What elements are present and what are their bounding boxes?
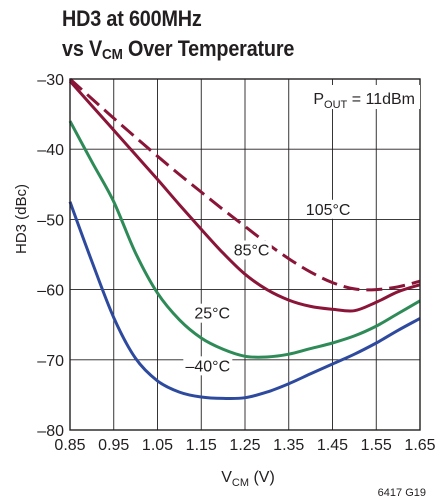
title-suffix: Over Temperature <box>122 36 295 61</box>
label-minus40c-background <box>183 356 233 376</box>
y-tick-label: –60 <box>37 283 64 300</box>
x-tick-label: 1.45 <box>317 437 348 454</box>
figure-id: 6417 G19 <box>378 487 426 499</box>
x-tick-label: 1.15 <box>186 437 217 454</box>
title-vcm-subscript: CM <box>102 46 123 63</box>
y-tick-label: –70 <box>37 353 64 370</box>
x-label-suffix: (V) <box>249 469 275 486</box>
x-label-prefix: V <box>221 469 232 486</box>
label-minus40c: –40°C <box>185 358 230 375</box>
y-tick-label: –40 <box>37 142 64 159</box>
y-tick-label: –50 <box>37 212 64 229</box>
pout-annotation-background <box>298 85 420 109</box>
x-tick-label: 1.35 <box>273 437 304 454</box>
y-tick-label: –30 <box>37 72 64 89</box>
x-axis-label: VCM (V) <box>221 469 275 489</box>
title-vcm-prefix: vs V <box>62 36 103 61</box>
chart-title-line-2: vs VCM Over Temperature <box>62 34 294 64</box>
label-25c-background <box>191 303 233 323</box>
x-tick-label: 1.25 <box>229 437 260 454</box>
pout-suffix: = 11dBm <box>347 91 415 108</box>
label-105c-background <box>303 199 353 219</box>
plot-frame <box>69 78 421 431</box>
series-lines <box>68 77 421 401</box>
pout-subscript: OUT <box>324 99 348 111</box>
x-tick-label: 0.95 <box>98 437 129 454</box>
series-labels: 105°C 85°C 25°C –40°C <box>183 199 353 376</box>
x-tick-label: 0.85 <box>54 437 85 454</box>
series-25c-line <box>68 120 421 359</box>
series-minus40c-line <box>68 201 421 401</box>
chart-title-line-1: HD3 at 600MHz <box>62 6 202 31</box>
label-85c-background <box>231 240 272 260</box>
x-tick-label: 1.55 <box>361 437 392 454</box>
series-105c-line <box>68 77 421 292</box>
y-axis-label: HD3 (dBc) <box>13 184 30 254</box>
chart-title: HD3 at 600MHz vs VCM Over Temperature <box>62 4 294 64</box>
series-85c-line <box>68 80 421 313</box>
x-tick-label: 1.65 <box>404 437 435 454</box>
label-85c: 85°C <box>234 243 270 260</box>
pout-prefix: P <box>313 91 324 108</box>
label-25c: 25°C <box>194 306 230 323</box>
label-105c: 105°C <box>306 202 351 219</box>
x-tick-label: 1.05 <box>142 437 173 454</box>
pout-annotation: POUT = 11dBm <box>298 85 420 111</box>
x-label-subscript: CM <box>232 477 249 489</box>
y-tick-labels: –80 –70 –60 –50 –40 –30 <box>37 72 64 440</box>
y-tick-label: –80 <box>37 423 64 440</box>
pout-annotation-text: POUT = 11dBm <box>313 91 415 111</box>
x-tick-labels: 0.85 0.95 1.05 1.15 1.25 1.35 1.45 1.55 1.65 <box>54 437 435 454</box>
